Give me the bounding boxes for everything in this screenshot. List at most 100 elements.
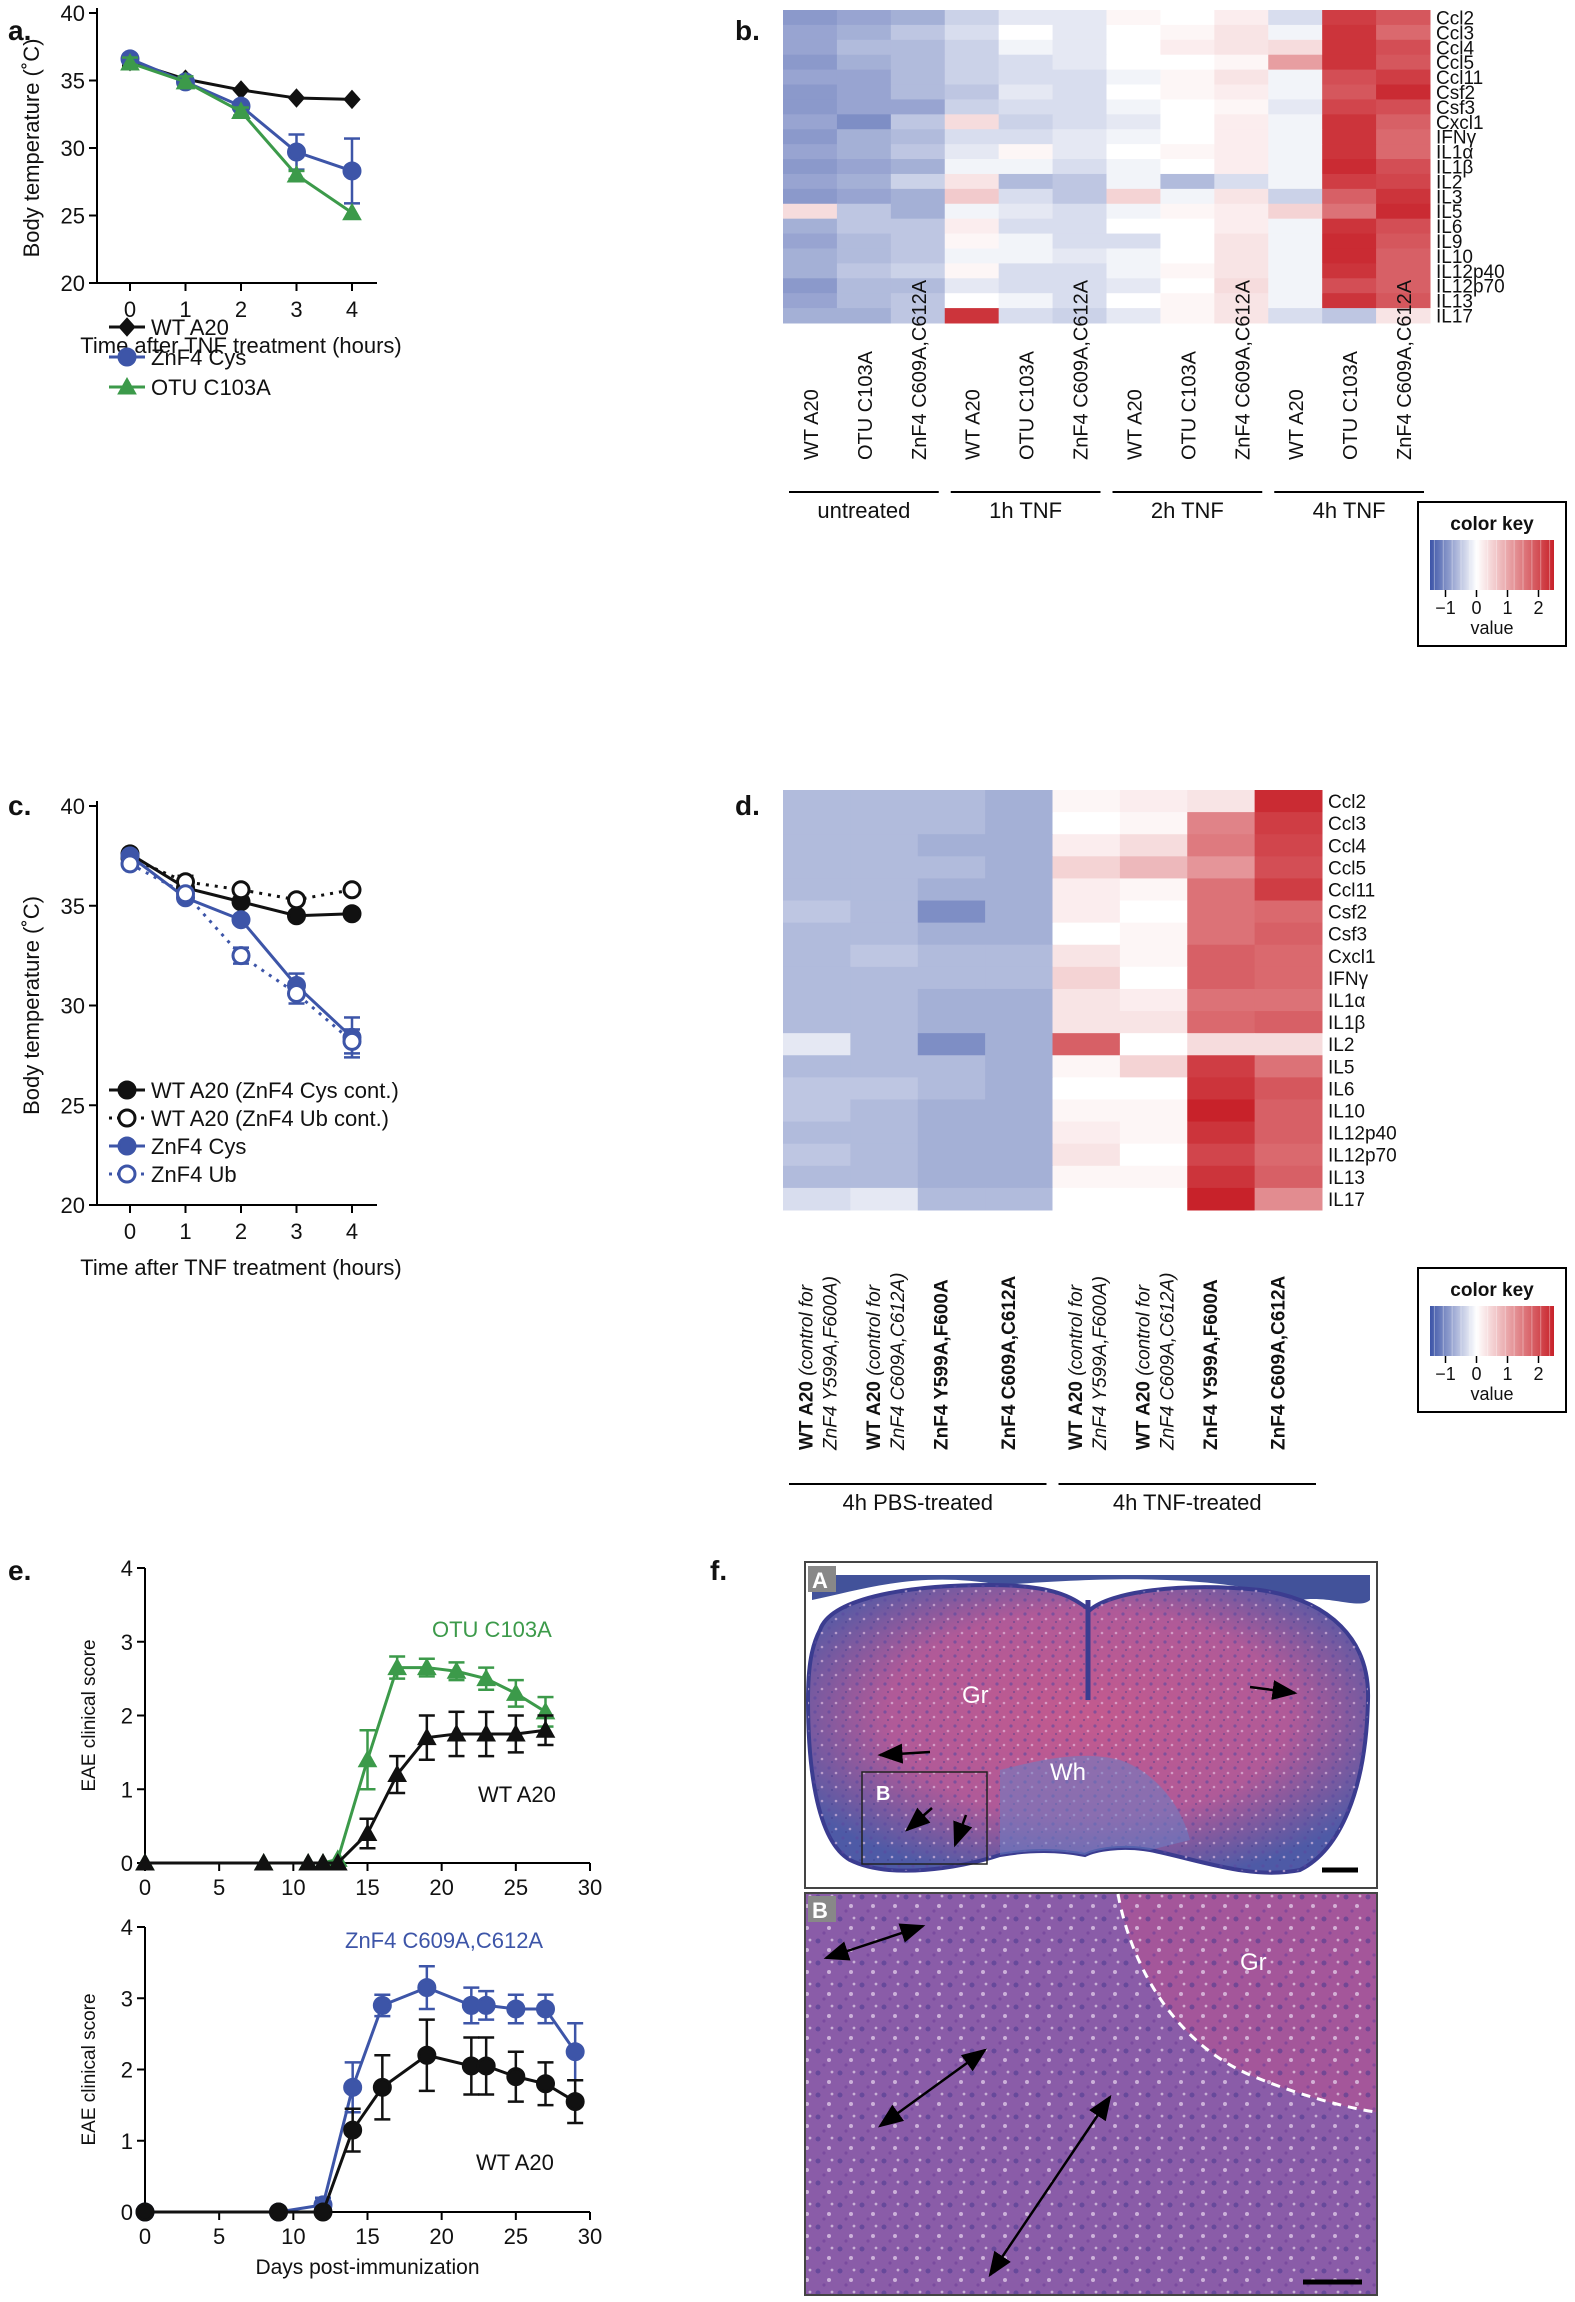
heatmap-cell (783, 790, 851, 813)
legend-marker (117, 347, 137, 367)
row-label: IL1α (1328, 991, 1365, 1012)
heatmap-cell (944, 263, 1000, 279)
column-label: ZnF4 C609A,C612A (1071, 279, 1093, 460)
series-label: WT A20 (476, 2150, 554, 2175)
heatmap-cell (1187, 1077, 1256, 1100)
heatmap-cell (944, 233, 1000, 249)
x-axis-label: Time after TNF treatment (hours) (80, 1255, 402, 1280)
heatmap-cell (1376, 54, 1431, 71)
heatmap-cell (1268, 144, 1323, 160)
heatmap-cell (1106, 129, 1161, 145)
column-label: WT A20 (control for (1134, 1284, 1155, 1450)
heatmap-cell (1376, 218, 1431, 235)
inset-a-tag (808, 1566, 836, 1592)
data-point (342, 904, 362, 924)
data-point (372, 2077, 392, 2097)
heatmap-cell (998, 173, 1054, 190)
y-tick-label: 4 (121, 1556, 133, 1581)
heatmap-cell (836, 263, 892, 279)
legend-label: WT A20 (151, 315, 229, 340)
heatmap-cell (783, 84, 838, 100)
heatmap-cell (1187, 1011, 1256, 1034)
heatmap-cell (850, 1077, 919, 1100)
heatmap-cell (836, 69, 892, 86)
heatmap-cell (1052, 99, 1107, 115)
row-label: Csf2 (1328, 903, 1367, 924)
column-label-line2: ZnF4 Y599A,F600A) (821, 1276, 842, 1451)
heatmap-cell (890, 10, 946, 26)
heatmap-cell (836, 99, 892, 115)
data-point (231, 910, 251, 930)
heatmap-cell (836, 144, 892, 160)
heatmap-cell (1214, 173, 1269, 190)
heatmap-cell (1254, 1077, 1323, 1100)
heatmap-cell (850, 1165, 919, 1189)
data-point (313, 2202, 333, 2222)
heatmap-cell (890, 84, 946, 100)
chart-b-heatmap: Ccl2Ccl3Ccl4Ccl5Ccl11Csf2Csf3Cxcl1IFNγIL… (783, 8, 1567, 647)
row-label: IL13 (1328, 1168, 1365, 1189)
row-label: IFNγ (1436, 128, 1477, 149)
x-tick-label: 5 (213, 2224, 225, 2249)
column-label-line2: ZnF4 C609A,C612A) (1158, 1273, 1179, 1451)
heatmap-cell (836, 173, 892, 190)
legend-marker (117, 376, 137, 395)
heatmap-cell (890, 233, 946, 249)
heatmap-cell (836, 10, 892, 26)
heatmap-cell (1106, 233, 1161, 249)
heatmap-cell (850, 922, 919, 946)
heatmap-cell (1119, 812, 1188, 835)
heatmap-cell (783, 1165, 851, 1189)
data-point (135, 1852, 155, 1871)
heatmap-cell (1106, 248, 1161, 264)
heatmap-cell (783, 144, 838, 160)
y-axis-label: EAE clinical score (79, 1639, 100, 1791)
heatmap-cell (836, 203, 892, 220)
heatmap-cell (917, 878, 986, 902)
data-point (342, 880, 362, 900)
heatmap-cell (1268, 308, 1323, 324)
heatmap-cell (1376, 144, 1431, 160)
group-label: 2h TNF (1151, 498, 1224, 523)
column-label: ZnF4 C609A,C612A (1232, 279, 1254, 460)
heatmap-cell (783, 308, 838, 324)
panel-label-e: e. (8, 1555, 31, 1586)
heatmap-cell (985, 1077, 1053, 1100)
data-point (357, 1823, 378, 1841)
heatmap-cell (1254, 1143, 1323, 1167)
heatmap-cell (1119, 900, 1188, 924)
heatmap-cell (1268, 173, 1323, 190)
heatmap-cell (783, 966, 851, 990)
heatmap-cell (836, 84, 892, 100)
heatmap-cell (998, 218, 1054, 235)
heatmap-cell (1160, 129, 1215, 145)
heatmap-cell (1052, 84, 1107, 100)
inset-b-tag (808, 1896, 836, 1922)
colorkey-tick-label: 0 (1471, 598, 1481, 618)
histology-panel: A B Gr Wh B Gr (804, 1561, 1378, 2296)
heatmap-cell (783, 10, 838, 26)
heatmap-cell (836, 248, 892, 264)
row-label: Csf2 (1436, 83, 1475, 104)
heatmap-cell (1052, 114, 1107, 130)
legend-marker (118, 317, 136, 337)
x-tick-label: 15 (355, 2224, 379, 2249)
heatmap-cell (944, 10, 1000, 26)
heatmap-cell (1254, 878, 1323, 902)
y-axis-label: Body temperature (˚C) (19, 896, 44, 1115)
row-label: IL12p70 (1328, 1146, 1397, 1167)
heatmap-cell (1106, 159, 1161, 175)
heatmap-cell (1187, 1099, 1256, 1123)
row-label: IL17 (1328, 1190, 1365, 1211)
heatmap-cell (850, 944, 919, 968)
y-tick-label: 30 (61, 136, 85, 161)
row-label: IL12p40 (1436, 262, 1505, 283)
heatmap-cell (836, 159, 892, 175)
heatmap-cell (917, 1099, 986, 1123)
heatmap-cell (1052, 1187, 1121, 1211)
heatmap-cell (783, 922, 851, 946)
data-point (287, 906, 306, 926)
heatmap-cell (1052, 24, 1107, 41)
heatmap-cell (1376, 248, 1431, 264)
heatmap-cell (1214, 293, 1269, 309)
